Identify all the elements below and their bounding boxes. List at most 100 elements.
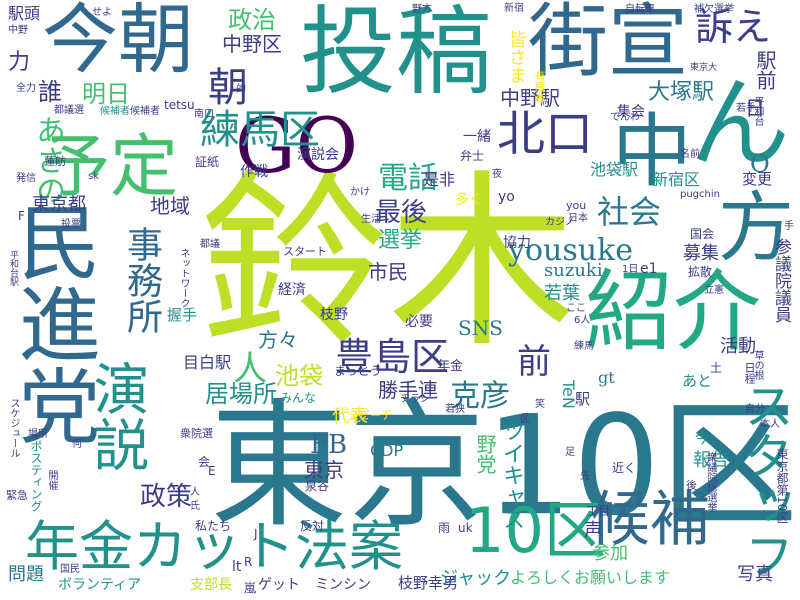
cloud-word: 電話 bbox=[378, 161, 438, 196]
cloud-word: R bbox=[244, 555, 253, 569]
cloud-word: 紹介 bbox=[585, 260, 762, 363]
cloud-word: ん bbox=[690, 65, 790, 182]
cloud-word: 平和台 bbox=[752, 96, 763, 126]
cloud-word: でんわ bbox=[610, 112, 640, 123]
cloud-word: 是非 bbox=[423, 170, 456, 189]
cloud-word: 若狭 bbox=[445, 404, 465, 415]
cloud-word: 池袋駅 bbox=[590, 160, 639, 179]
cloud-word: あさの bbox=[30, 115, 65, 205]
cloud-word: 新宿 bbox=[504, 3, 524, 14]
cloud-word: 1日 bbox=[622, 264, 639, 275]
cloud-word: 本人 bbox=[760, 419, 780, 430]
cloud-word: lt bbox=[232, 559, 242, 575]
cloud-word: F bbox=[18, 209, 25, 223]
cloud-word: 自分 bbox=[745, 404, 765, 415]
cloud-word: ジャック bbox=[440, 568, 512, 589]
cloud-word: 経済 bbox=[278, 282, 306, 298]
cloud-word: 一人 bbox=[180, 487, 200, 498]
cloud-word: 生活 bbox=[361, 214, 381, 225]
cloud-word: O bbox=[750, 150, 770, 178]
cloud-word: チラシ bbox=[400, 394, 430, 405]
cloud-word: 候補者 bbox=[130, 106, 160, 117]
cloud-word: 候補 bbox=[590, 485, 710, 555]
cloud-word: 駅頭 bbox=[8, 4, 41, 23]
cloud-word: 野方 bbox=[412, 4, 432, 15]
cloud-word: 地域 bbox=[150, 194, 190, 218]
cloud-word: ネットワーク bbox=[178, 248, 189, 308]
cloud-word: あと bbox=[682, 372, 713, 390]
cloud-word: 手 bbox=[784, 221, 794, 232]
cloud-word: 池袋 bbox=[275, 362, 323, 390]
cloud-word: 練馬区 bbox=[200, 107, 320, 153]
cloud-word: 誰 bbox=[38, 78, 62, 106]
cloud-word: FB bbox=[310, 430, 348, 460]
cloud-word: 発信 bbox=[16, 173, 36, 184]
cloud-word: 東京都 bbox=[32, 194, 86, 215]
cloud-word: 朝 bbox=[208, 65, 248, 111]
cloud-word: 変更 bbox=[742, 170, 773, 188]
cloud-word: yousuke bbox=[508, 233, 633, 268]
cloud-word: 10区 bbox=[465, 494, 606, 567]
cloud-word: 丁目 bbox=[586, 504, 611, 518]
cloud-word: 何 bbox=[72, 439, 82, 450]
cloud-word: 練馬 bbox=[574, 341, 594, 352]
cloud-word: 写真 bbox=[737, 564, 773, 585]
cloud-word: TeN bbox=[559, 380, 578, 409]
cloud-word: 雨 bbox=[438, 521, 451, 535]
cloud-word: 全力 bbox=[16, 83, 36, 94]
cloud-word: 先 bbox=[580, 471, 590, 482]
cloud-word: ミンシン bbox=[315, 577, 371, 593]
cloud-word: 政策 bbox=[140, 482, 193, 512]
cloud-word: 年金カット法案 bbox=[25, 515, 403, 578]
cloud-word: 今 bbox=[695, 431, 709, 447]
cloud-word: 衆議院総選挙 bbox=[705, 452, 716, 512]
cloud-word: 必要 bbox=[405, 314, 433, 330]
cloud-word: 方 bbox=[718, 183, 794, 272]
cloud-word: 衆院選 bbox=[180, 427, 213, 440]
cloud-word: 自転車 bbox=[625, 4, 655, 15]
cloud-word: 的 bbox=[236, 84, 246, 95]
cloud-word: pugchin bbox=[680, 189, 720, 200]
cloud-word: 南口 bbox=[194, 109, 214, 120]
cloud-word: ゲット bbox=[258, 577, 300, 593]
cloud-word: 東京大 bbox=[690, 63, 718, 73]
cloud-word: 前 bbox=[517, 342, 551, 382]
cloud-word: 足 bbox=[565, 447, 575, 458]
cloud-word: ボランティア bbox=[58, 577, 142, 593]
cloud-word: 補欠選挙 bbox=[694, 4, 734, 15]
cloud-word: yo bbox=[498, 189, 515, 205]
cloud-word: 募集 bbox=[683, 243, 719, 264]
cloud-word: 立憲 bbox=[704, 285, 724, 296]
cloud-word: 夜 bbox=[492, 169, 502, 180]
cloud-word: 集会 bbox=[617, 104, 645, 120]
cloud-word: みんな bbox=[280, 391, 317, 405]
cloud-word: 日本 bbox=[568, 213, 588, 224]
cloud-word: まっとう bbox=[334, 364, 382, 378]
cloud-word: 声 bbox=[584, 520, 602, 541]
cloud-word: 鈴木 bbox=[200, 154, 576, 373]
cloud-word: 問題 bbox=[8, 564, 44, 585]
cloud-word: 大塚駅 bbox=[648, 80, 715, 105]
cloud-word: よろしくお願いします bbox=[510, 568, 671, 587]
cloud-word: J bbox=[254, 527, 258, 541]
cloud-word: 明日 bbox=[82, 80, 130, 108]
cloud-word: 枝野 bbox=[320, 307, 348, 323]
cloud-word: 国会 bbox=[690, 227, 715, 241]
cloud-word: かけ bbox=[350, 187, 370, 198]
cloud-word: 都議選 bbox=[54, 105, 84, 116]
cloud-word: 日 bbox=[745, 96, 765, 120]
cloud-word: 会 bbox=[198, 455, 211, 469]
cloud-word: 最後 bbox=[375, 198, 428, 228]
cloud-word: 私たち bbox=[195, 519, 232, 533]
cloud-word: せよ bbox=[92, 7, 112, 18]
cloud-word: SNS bbox=[458, 316, 503, 340]
cloud-word: gt bbox=[598, 368, 615, 387]
cloud-word: 蓮舫 bbox=[44, 155, 66, 168]
cloud-word: 区 bbox=[520, 414, 530, 425]
cloud-word: 東京 bbox=[304, 458, 344, 482]
cloud-word: 駅前 bbox=[753, 50, 777, 90]
cloud-word: 近く bbox=[612, 461, 637, 475]
cloud-word: 国民 bbox=[60, 564, 80, 575]
cloud-word: 中 bbox=[612, 105, 692, 198]
cloud-word: 作戦 bbox=[240, 164, 268, 180]
